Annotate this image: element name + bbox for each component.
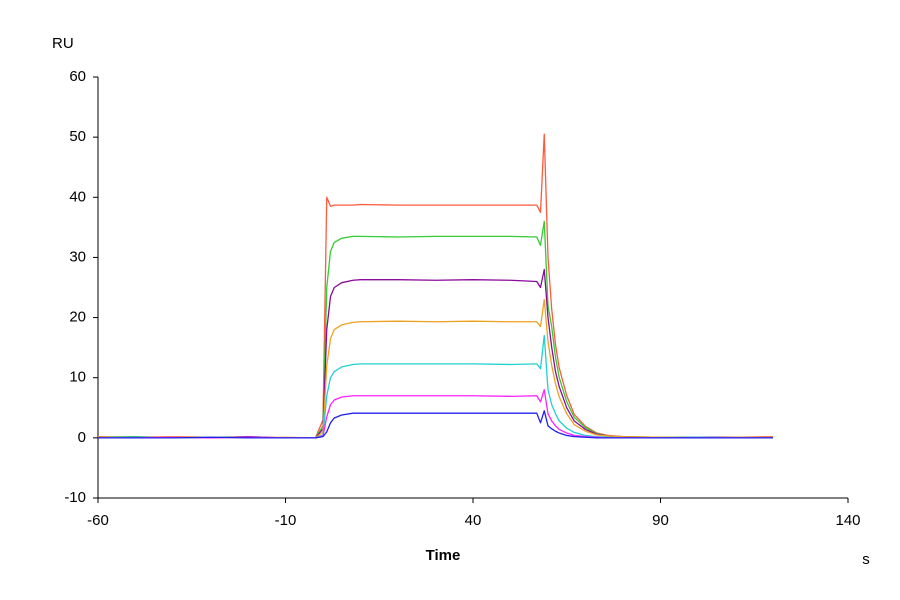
series-line (97, 220, 773, 439)
x-tick-label: 40 (465, 512, 482, 529)
series-line (97, 133, 774, 439)
y-tick-label: 10 (69, 369, 86, 386)
series-line (97, 334, 773, 439)
x-axis-label: Time (426, 547, 461, 564)
y-tick-label: -10 (64, 489, 86, 506)
x-tick-label: -60 (87, 512, 109, 529)
series-line (97, 298, 773, 439)
y-tick-label: 60 (69, 68, 86, 85)
x-axis-unit: s (862, 551, 870, 568)
x-tick-label: 90 (652, 512, 669, 529)
y-tick-label: 30 (69, 248, 86, 265)
y-tick-label: 40 (69, 188, 86, 205)
y-tick-label: 0 (78, 429, 86, 446)
y-tick-label: 50 (69, 128, 86, 145)
series-line (98, 410, 773, 439)
x-tick-label: 140 (835, 512, 860, 529)
y-axis-label: RU (52, 35, 74, 52)
x-tick-label: -10 (275, 512, 297, 529)
y-tick-label: 20 (69, 309, 86, 326)
